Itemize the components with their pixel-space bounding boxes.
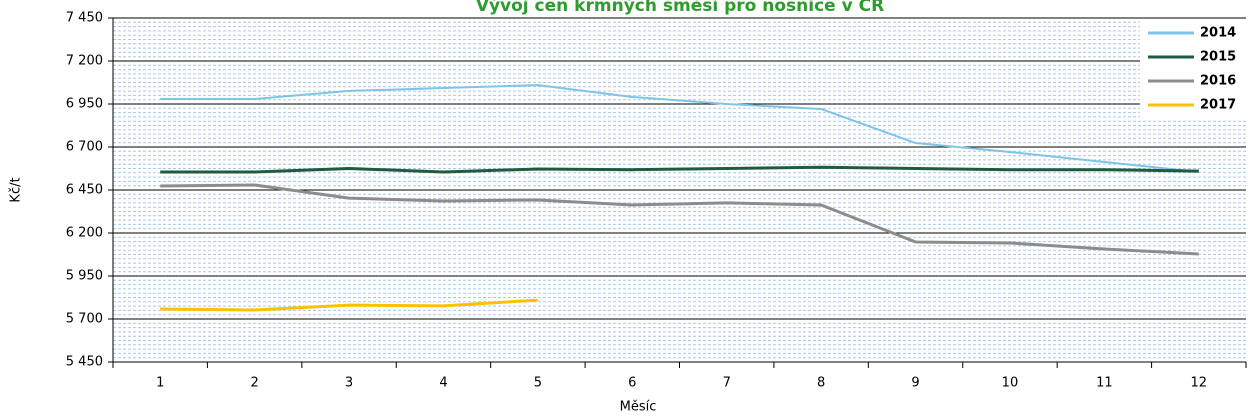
- legend-label: 2014: [1200, 26, 1236, 41]
- chart-title: Vývoj cen krmných směsí pro nosnice v ČR: [476, 0, 884, 16]
- y-axis-label: Kč/t: [9, 177, 24, 202]
- legend-label: 2015: [1200, 50, 1236, 65]
- x-tick-label: 7: [723, 376, 731, 391]
- x-tick-label: 3: [345, 376, 353, 391]
- y-tick-label: 7 450: [66, 11, 103, 26]
- x-tick-label: 1: [156, 376, 164, 391]
- x-tick-label: 6: [628, 376, 636, 391]
- y-tick-label: 6 700: [66, 140, 103, 155]
- series-line: [160, 165, 1199, 174]
- x-tick-label: 10: [1002, 376, 1019, 391]
- x-tick-label: 4: [439, 376, 447, 391]
- y-tick-label: 5 700: [66, 312, 103, 327]
- legend-label: 2017: [1200, 98, 1236, 113]
- x-tick-label: 9: [911, 376, 919, 391]
- x-tick-label: 8: [817, 376, 825, 391]
- x-tick-label: 11: [1096, 376, 1113, 391]
- y-tick-label: 6 450: [66, 183, 103, 198]
- y-tick-label: 5 450: [66, 355, 103, 370]
- legend-label: 2016: [1200, 74, 1236, 89]
- x-axis-label: Měsíc: [620, 400, 657, 415]
- series-line: [160, 183, 1199, 256]
- series-line: [160, 84, 1199, 173]
- y-tick-label: 6 950: [66, 97, 103, 112]
- legend-box: [1140, 20, 1246, 120]
- y-tick-label: 6 200: [66, 226, 103, 241]
- series-line: [160, 298, 538, 312]
- y-tick-label: 7 200: [66, 54, 103, 69]
- y-tick-label: 5 950: [66, 269, 103, 284]
- x-tick-label: 2: [250, 376, 258, 391]
- x-tick-label: 5: [534, 376, 542, 391]
- x-tick-label: 12: [1191, 376, 1208, 391]
